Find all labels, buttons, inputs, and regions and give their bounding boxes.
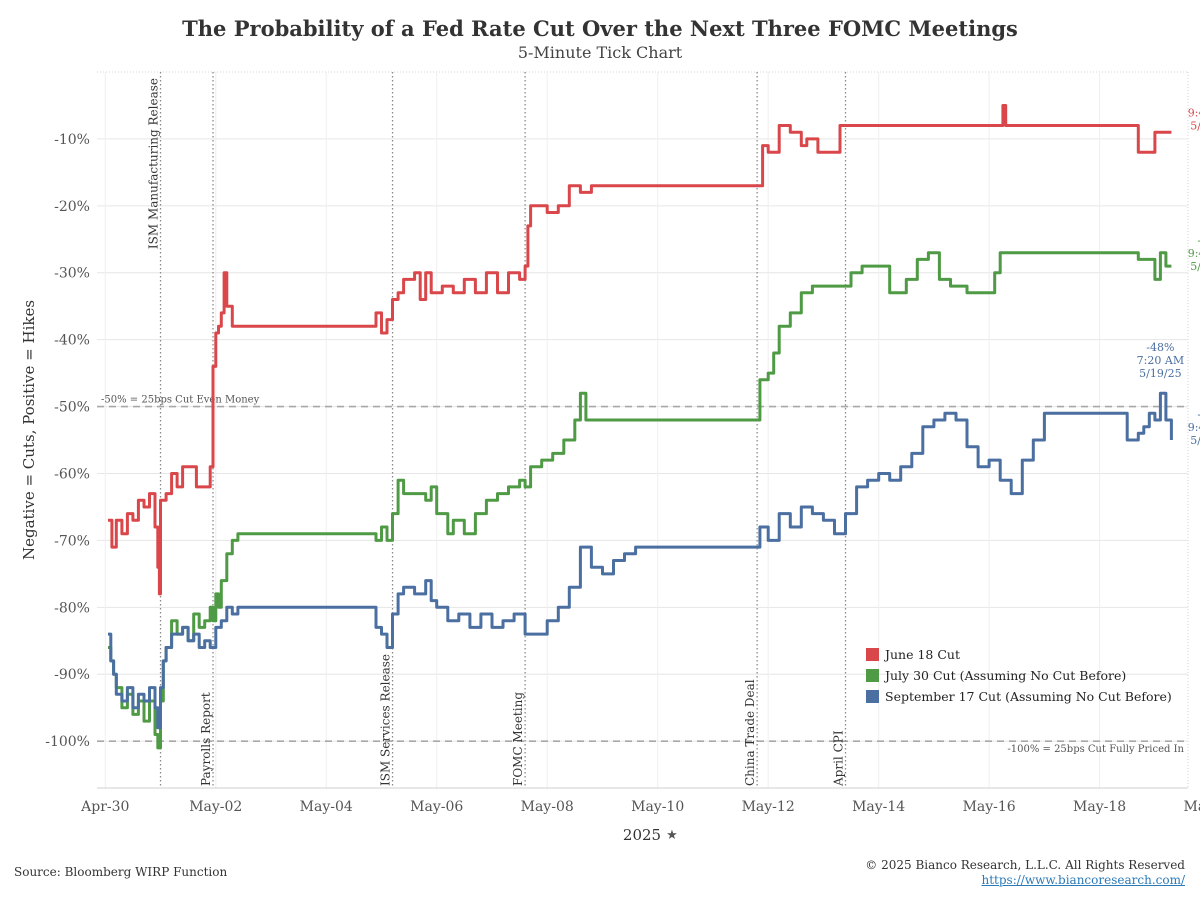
y-tick-label: -40%: [54, 333, 90, 349]
x-tick-label: May-12: [742, 799, 795, 815]
end-value-label: 9:40 AM: [1188, 421, 1200, 434]
legend: June 18 Cut July 30 Cut (Assuming No Cut…: [866, 644, 1172, 707]
event-label: ISM Services Release: [379, 654, 393, 786]
legend-item-september[interactable]: September 17 Cut (Assuming No Cut Before…: [866, 686, 1172, 707]
x-tick-label: May-08: [521, 799, 574, 815]
y-tick-label: -30%: [54, 266, 90, 282]
y-tick-label: -100%: [45, 734, 90, 750]
end-value-label: -55%: [1197, 408, 1200, 421]
september-series-line: [108, 391, 1173, 730]
x-tick-label: May-16: [963, 799, 1016, 815]
end-value-label: 5/19/25: [1139, 367, 1181, 380]
event-label: China Trade Deal: [743, 679, 757, 786]
series-lines: [108, 104, 1173, 750]
event-label: Payrolls Report: [199, 692, 213, 786]
chart-title: The Probability of a Fed Rate Cut Over t…: [182, 16, 1018, 41]
event-label: April CPI: [832, 730, 846, 787]
y-tick-label: -80%: [54, 600, 90, 616]
source-note: Source: Bloomberg WIRP Function: [14, 865, 228, 879]
reference-lines: -50% = 25bps Cut Even Money -100% = 25bps…: [97, 395, 1188, 755]
annotations: -8%9:40 AM5/19/25-29%9:40 AM5/19/25-48%7…: [1137, 107, 1200, 448]
june-series-line: [108, 104, 1172, 596]
event-label: ISM Manufacturing Release: [147, 78, 161, 249]
legend-swatch-september: [866, 690, 879, 703]
legend-swatch-july: [866, 669, 879, 682]
end-value-label: -48%: [1146, 341, 1174, 354]
y-tick-label: -20%: [54, 199, 90, 215]
reference-line-label: -50% = 25bps Cut Even Money: [101, 395, 260, 406]
y-axis-title: Negative = Cuts, Positive = Hikes: [20, 300, 38, 560]
event-label: FOMC Meeting: [511, 692, 525, 786]
legend-label: June 18 Cut: [885, 647, 960, 662]
legend-item-june[interactable]: June 18 Cut: [866, 644, 1172, 665]
x-axis-title: 2025: [623, 826, 661, 844]
y-tick-label: -50%: [54, 400, 90, 416]
end-value-label: 5/19/25: [1190, 120, 1200, 133]
x-tick-label: Apr-30: [80, 799, 129, 815]
x-tick-label: May-02: [189, 799, 242, 815]
x-tick-label: May-18: [1073, 799, 1126, 815]
reference-line-label: -100% = 25bps Cut Fully Priced In: [1007, 744, 1184, 755]
x-tick-label: May-20: [1184, 799, 1200, 815]
x-tick-label: May-14: [852, 799, 905, 815]
event-lines: ISM Manufacturing Release Payrolls Report…: [147, 72, 847, 788]
end-value-label: 5/19/25: [1190, 434, 1200, 447]
end-value-label: 5/19/25: [1190, 260, 1200, 273]
end-value-label: 9:40 AM: [1188, 247, 1200, 260]
x-tick-label: May-06: [410, 799, 463, 815]
legend-item-july[interactable]: July 30 Cut (Assuming No Cut Before): [866, 665, 1172, 686]
end-value-label: 7:20 AM: [1137, 354, 1184, 367]
end-value-label: -29%: [1197, 234, 1200, 247]
chart-subtitle: 5-Minute Tick Chart: [517, 43, 683, 62]
end-value-label: 9:40 AM: [1188, 107, 1200, 120]
website-link[interactable]: https://www.biancoresearch.com/: [981, 873, 1185, 887]
axes: -10% -20% -30% -40% -50% -60% -70% -80% -90% -100…: [20, 132, 1200, 844]
y-tick-label: -10%: [54, 132, 90, 148]
y-tick-label: -60%: [54, 466, 90, 482]
y-tick-label: -90%: [54, 667, 90, 683]
x-tick-label: May-04: [300, 799, 353, 815]
pin-icon: ★: [666, 828, 678, 843]
legend-label: September 17 Cut (Assuming No Cut Before…: [885, 689, 1172, 704]
copyright: © 2025 Bianco Research, L.L.C. All Right…: [865, 858, 1185, 872]
legend-label: July 30 Cut (Assuming No Cut Before): [885, 668, 1127, 683]
x-tick-label: May-10: [631, 799, 684, 815]
legend-swatch-june: [866, 648, 879, 661]
y-tick-label: -70%: [54, 533, 90, 549]
